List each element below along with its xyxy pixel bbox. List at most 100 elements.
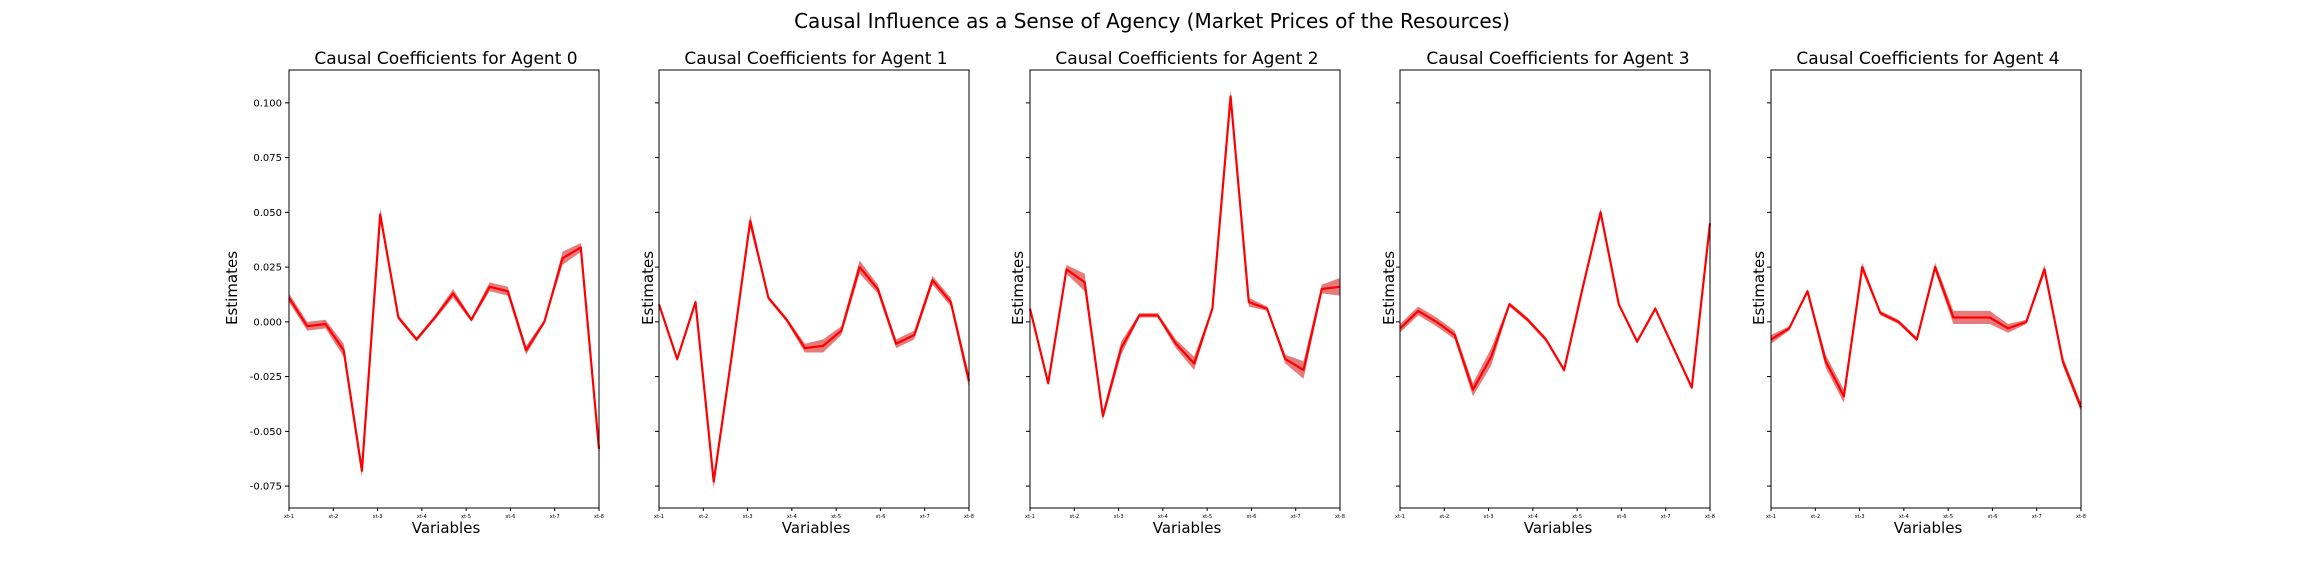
subplot-title: Causal Coefficients for Agent 4 xyxy=(1796,49,2059,69)
data-point xyxy=(1788,327,1790,329)
y-axis-label: Estimates xyxy=(1380,251,1398,325)
data-point xyxy=(1581,288,1583,290)
data-point xyxy=(1861,266,1863,268)
x-tick-label: xt-6 xyxy=(505,514,515,520)
subplot-agent-0: Causal Coefficients for Agent 0 Variable… xyxy=(223,49,604,537)
confidence-band xyxy=(659,214,969,489)
y-axis-label: Estimates xyxy=(223,251,241,325)
confidence-band xyxy=(289,208,599,478)
data-point xyxy=(1879,312,1881,314)
data-point xyxy=(786,319,788,321)
data-point xyxy=(1230,95,1232,97)
data-point xyxy=(749,220,751,222)
data-point xyxy=(562,257,564,259)
x-tick-label: xt-5 xyxy=(461,514,471,520)
x-tick-label: xt-6 xyxy=(1987,514,1997,520)
data-point xyxy=(822,345,824,347)
subplot-title: Causal Coefficients for Agent 1 xyxy=(684,49,947,69)
x-axis-label: Variables xyxy=(1894,519,1963,537)
data-point xyxy=(1807,290,1809,292)
data-point xyxy=(1175,343,1177,345)
data-point xyxy=(1248,301,1250,303)
data-point xyxy=(695,301,697,303)
x-tick-label: xt-2 xyxy=(1810,514,1820,520)
x-tick-label: xt-4 xyxy=(787,514,797,520)
x-axis-label: Variables xyxy=(782,519,851,537)
data-point xyxy=(2062,360,2064,362)
data-point xyxy=(1102,415,1104,417)
data-point xyxy=(1436,321,1438,323)
plot-area: xt-1 xt-2 xt-3 xt-4 xt-5 xt-6 xt-7 xt-8 xyxy=(654,69,974,520)
data-point xyxy=(1490,356,1492,358)
data-point xyxy=(470,319,472,321)
data-point xyxy=(1843,395,1845,397)
data-point xyxy=(1673,347,1675,349)
data-point xyxy=(1916,338,1918,340)
y-tick-label: -0.075 xyxy=(250,482,282,493)
x-tick-label: xt-2 xyxy=(1069,514,1079,520)
data-point xyxy=(1084,281,1086,283)
x-tick-label: xt-2 xyxy=(1439,514,1449,520)
data-point xyxy=(1266,308,1268,310)
subplot-agent-3: Causal Coefficients for Agent 3 Variable… xyxy=(1380,49,1715,537)
data-point xyxy=(932,279,934,281)
x-tick-label: xt-4 xyxy=(1528,514,1538,520)
x-tick-label: xt-5 xyxy=(1202,514,1212,520)
data-point xyxy=(1527,319,1529,321)
x-tick-label: xt-2 xyxy=(328,514,338,520)
plot-frame xyxy=(1399,69,1711,509)
data-point xyxy=(1120,347,1122,349)
series-line xyxy=(1399,211,1712,391)
plot-area: 0.100 0.075 0.050 0.025 0.000 -0.025 -0.050 -0.… xyxy=(250,69,604,520)
data-point xyxy=(361,470,363,472)
x-tick-label: xt-1 xyxy=(1025,514,1035,520)
x-tick-label: xt-5 xyxy=(1943,514,1953,520)
series-line xyxy=(1770,266,2083,408)
data-point xyxy=(1636,341,1638,343)
y-tick-label: 0.000 xyxy=(253,317,282,328)
y-axis-label: Estimates xyxy=(1009,251,1027,325)
data-point xyxy=(1138,314,1140,316)
y-tick-label: 0.050 xyxy=(253,208,282,219)
data-point xyxy=(2007,327,2009,329)
x-tick-label: xt-4 xyxy=(1899,514,1909,520)
x-tick-label: xt-6 xyxy=(875,514,885,520)
y-axis-label: Estimates xyxy=(639,251,657,325)
data-point xyxy=(543,321,545,323)
x-tick-label: xt-7 xyxy=(2032,514,2042,520)
x-tick-label: xt-7 xyxy=(920,514,930,520)
x-tick-label: xt-7 xyxy=(550,514,560,520)
x-tick-label: xt-3 xyxy=(1855,514,1865,520)
subplot-agent-2: Causal Coefficients for Agent 2 Variable… xyxy=(1009,49,1345,537)
data-point xyxy=(306,325,308,327)
data-point xyxy=(1654,308,1656,310)
x-tick-label: xt-1 xyxy=(284,514,294,520)
x-tick-label: xt-4 xyxy=(417,514,427,520)
data-point xyxy=(950,301,952,303)
data-point xyxy=(1952,317,1954,319)
x-tick-label: xt-5 xyxy=(831,514,841,520)
data-point xyxy=(1193,363,1195,365)
data-point xyxy=(1211,308,1213,310)
figure-title: Causal Influence as a Sense of Agency (M… xyxy=(794,9,1510,33)
data-point xyxy=(1691,387,1693,389)
subplot-agent-1: Causal Coefficients for Agent 1 Variable… xyxy=(639,49,974,537)
x-tick-label: xt-8 xyxy=(594,514,604,520)
subplot-agent-4: Causal Coefficients for Agent 4 Variable… xyxy=(1750,49,2086,537)
x-tick-label: xt-4 xyxy=(1158,514,1168,520)
data-point xyxy=(416,338,418,340)
data-point xyxy=(1303,369,1305,371)
plot-area: xt-1 xt-2 xt-3 xt-4 xt-5 xt-6 xt-7 xt-8 xyxy=(1395,69,1715,520)
x-tick-label: xt-1 xyxy=(1395,514,1405,520)
plot-frame xyxy=(658,69,970,509)
y-axis-label: Estimates xyxy=(1750,251,1768,325)
x-tick-label: xt-8 xyxy=(1335,514,1345,520)
data-point xyxy=(1934,266,1936,268)
data-point xyxy=(840,330,842,332)
data-point xyxy=(1989,317,1991,319)
x-tick-label: xt-6 xyxy=(1246,514,1256,520)
data-point xyxy=(525,349,527,351)
x-tick-label: xt-8 xyxy=(1705,514,1715,520)
data-point xyxy=(713,481,715,483)
data-point xyxy=(434,317,436,319)
